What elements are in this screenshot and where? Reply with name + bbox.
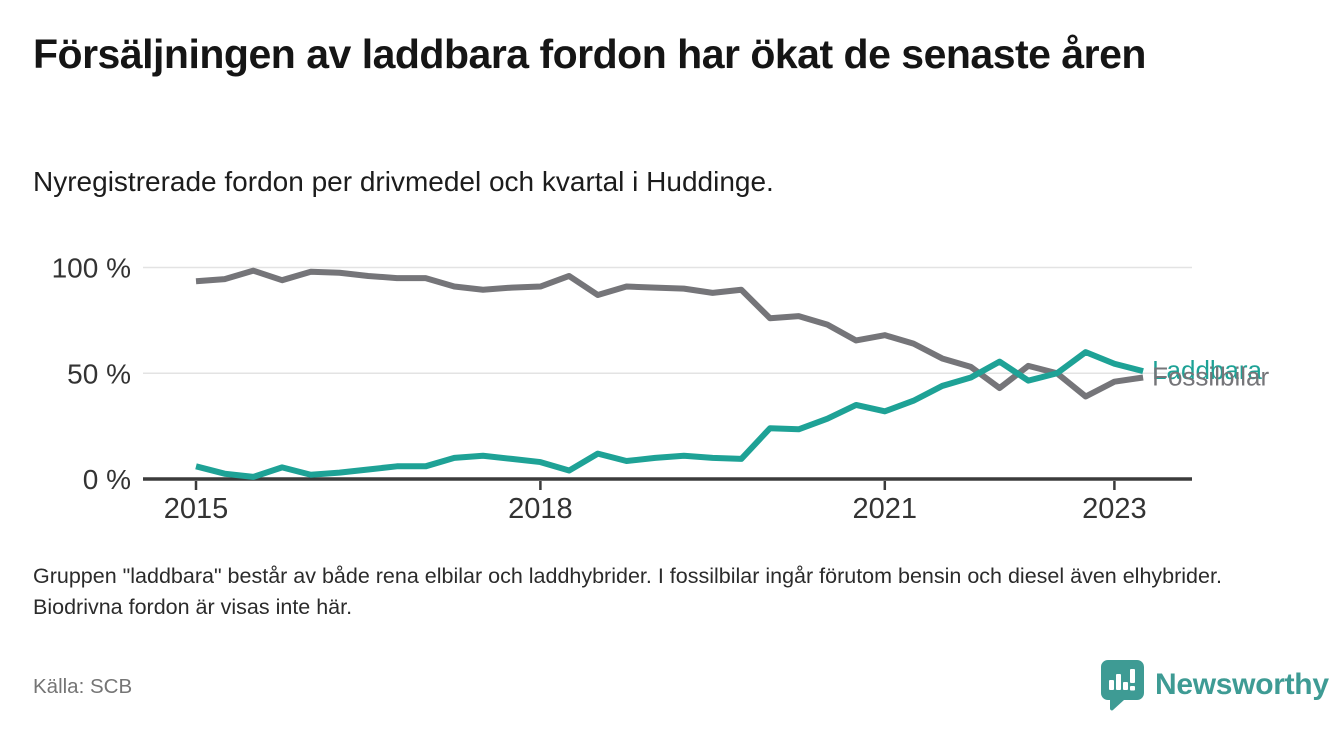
newsworthy-logo: Newsworthy: [1100, 659, 1329, 711]
page-title: Försäljningen av laddbara fordon har öka…: [33, 31, 1146, 77]
logo-bars-glyph: [1109, 669, 1135, 691]
logo-wordmark: Newsworthy: [1155, 668, 1329, 701]
y-axis-tick-label: 100 %: [52, 253, 131, 284]
source-label: Källa: SCB: [33, 675, 133, 698]
footnote: Gruppen "laddbara" består av både rena e…: [33, 564, 1222, 619]
x-axis-tick-label: 2018: [508, 493, 573, 525]
y-axis-tick-label: 0 %: [83, 464, 131, 495]
page-subtitle: Nyregistrerade fordon per drivmedel och …: [33, 166, 774, 197]
series-label-fossilbilar: Fossilbilar: [1152, 361, 1269, 391]
series-line-fossilbilar: [195, 267, 1144, 400]
logo-pin-icon: [1101, 660, 1144, 711]
line-chart: 0 % 50 % 100 % 2015 2018 2021 2023 LaddbaraFoss…: [52, 253, 1270, 526]
series-label-laddbara: Laddbara: [1152, 355, 1262, 385]
logo-pin-shape: [1101, 660, 1144, 711]
x-axis-tick-label: 2015: [164, 493, 229, 525]
x-axis-tick-label: 2021: [853, 493, 918, 525]
y-axis-tick-label: 50 %: [67, 358, 131, 389]
series-line-laddbara: [195, 349, 1144, 480]
x-axis-tick-label: 2023: [1082, 493, 1147, 525]
